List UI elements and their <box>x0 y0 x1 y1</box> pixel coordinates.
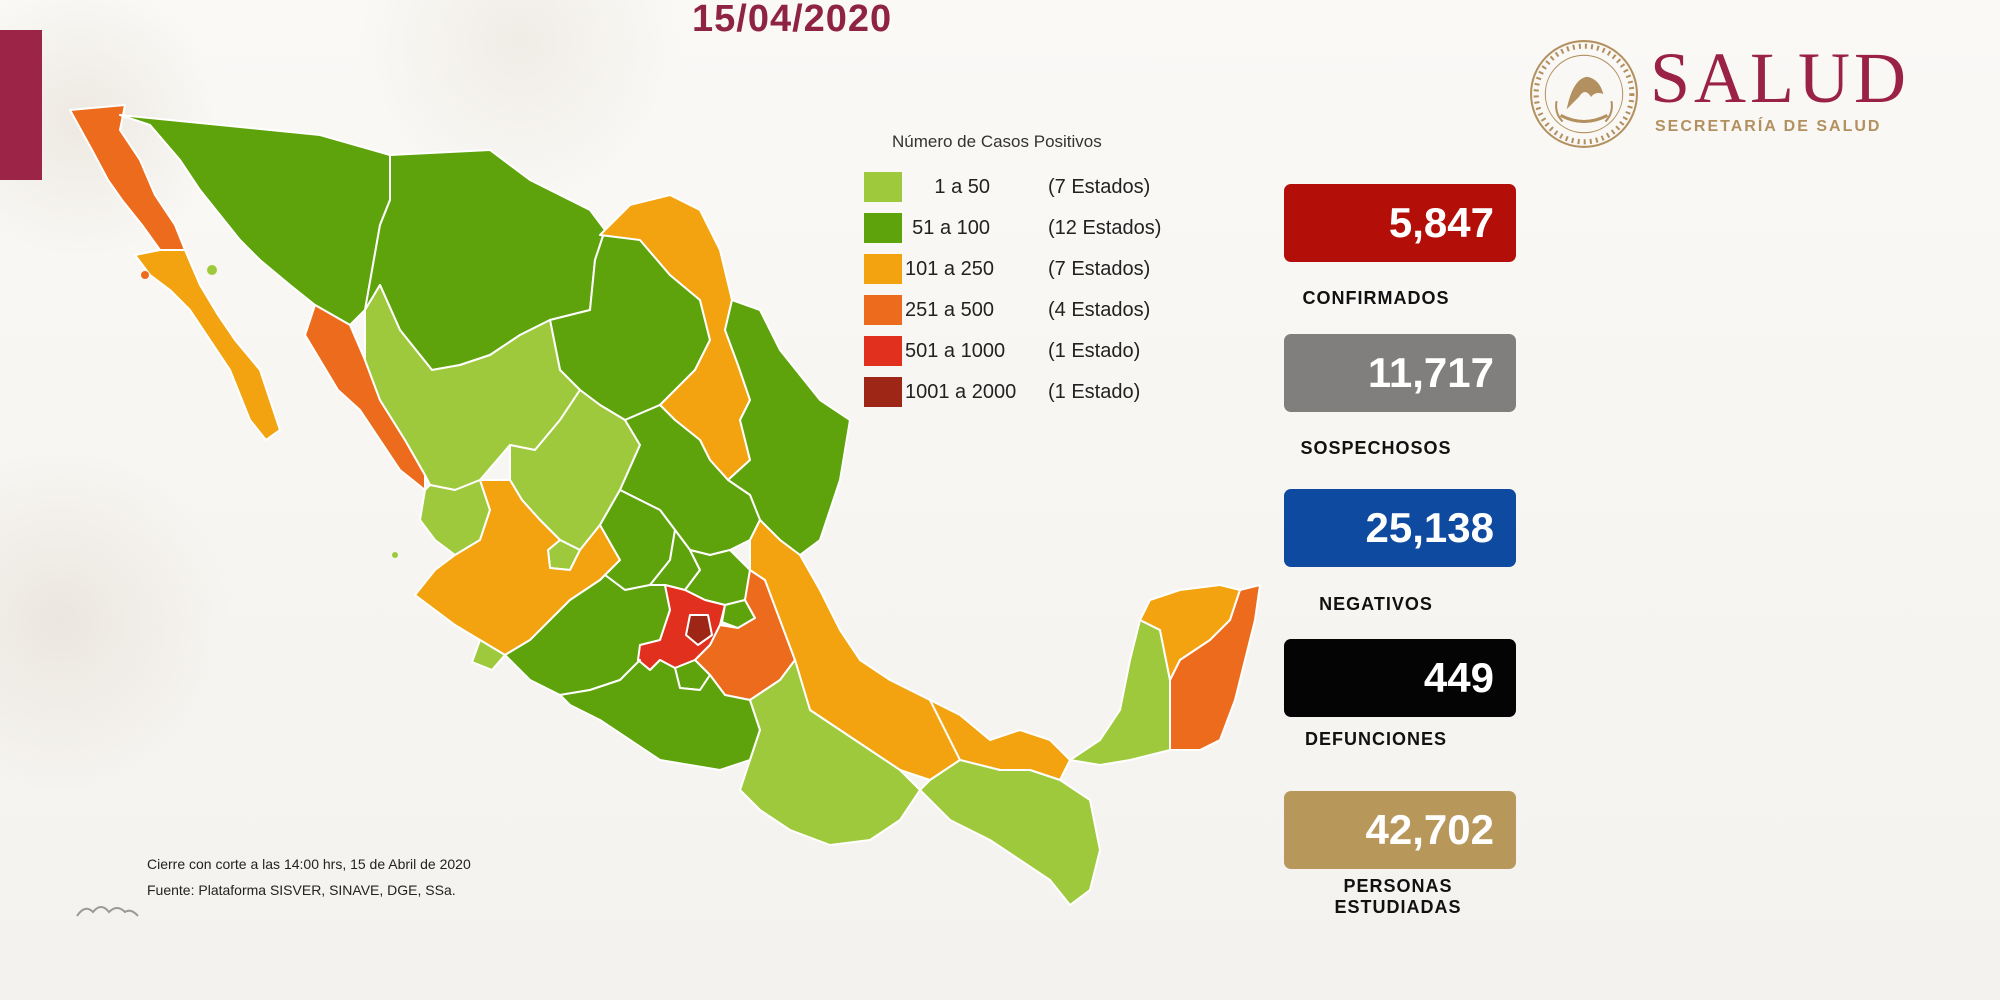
region-chiapas <box>919 759 1101 906</box>
legend-count: (12 Estados) <box>1048 217 1162 239</box>
legend-count: (1 Estado) <box>1048 381 1141 403</box>
legend-row: 51 a 100 (12 Estados) <box>860 213 1180 247</box>
legend-count: (1 Estado) <box>1048 340 1141 362</box>
legend-range: 251 a 500 <box>905 299 994 321</box>
legend-count: (7 Estados) <box>1048 176 1151 198</box>
legend-count: (7 Estados) <box>1048 258 1151 280</box>
legend-swatch <box>864 172 902 202</box>
suspected-label: SOSPECHOSOS <box>1300 438 1452 458</box>
accent-bar <box>0 30 42 180</box>
decorative-mark-icon <box>76 906 139 917</box>
region-oaxaca <box>739 659 921 846</box>
legend-title: Número de Casos Positivos <box>892 132 1102 151</box>
legend-range: 1001 a 2000 <box>905 381 1017 403</box>
salud-logo: SALUD SECRETARÍA DE SALUD <box>1520 36 1940 148</box>
legend-range: 1 a 50 <box>934 176 990 198</box>
eagle-seal-icon <box>1530 40 1638 148</box>
confirmed-label: CONFIRMADOS <box>1302 288 1450 308</box>
legend-range: 51 a 100 <box>912 217 990 239</box>
legend-swatch <box>864 336 902 366</box>
people-studied-label-2: ESTUDIADAS <box>1334 897 1462 917</box>
legend-row: 1001 a 2000 (1 Estado) <box>860 377 1180 411</box>
region-quintana-roo <box>1169 584 1261 751</box>
legend-row: 101 a 250 (7 Estados) <box>860 254 1180 288</box>
people-studied-label: PERSONAS <box>1343 876 1453 896</box>
region-guerrero <box>559 659 761 771</box>
cutoff-note: Cierre con corte a las 14:00 hrs, 15 de … <box>147 856 471 872</box>
negative-count-box: 25,138 <box>1284 489 1516 567</box>
region-campeche <box>1069 619 1171 766</box>
legend-range: 501 a 1000 <box>905 340 1006 362</box>
legend-swatch <box>864 295 902 325</box>
source-note: Fuente: Plataforma SISVER, SINAVE, DGE, … <box>147 882 456 898</box>
legend-row: 1 a 50 (7 Estados) <box>860 172 1180 206</box>
report-date: 15/04/2020 <box>692 0 893 40</box>
people-studied-count-box: 42,702 <box>1284 791 1516 869</box>
logo-wordmark: SALUD <box>1650 38 1911 118</box>
region-colima <box>471 639 506 671</box>
legend-range: 101 a 250 <box>905 258 994 280</box>
logo-subtitle: SECRETARÍA DE SALUD <box>1655 118 1882 135</box>
island-marker <box>392 552 398 558</box>
mexico-map <box>69 104 1261 906</box>
island-marker <box>141 271 149 279</box>
legend-swatch <box>864 254 902 284</box>
island-marker <box>207 265 217 275</box>
region-baja-california-sur <box>134 249 281 441</box>
deaths-label: DEFUNCIONES <box>1304 729 1447 749</box>
confirmed-count-box: 5,847 <box>1284 184 1516 262</box>
legend-swatch <box>864 377 902 407</box>
legend-row: 251 a 500 (4 Estados) <box>860 295 1180 329</box>
region-ciudad-de-mexico <box>685 614 713 646</box>
suspected-count-box: 11,717 <box>1284 334 1516 412</box>
deaths-count-box: 449 <box>1284 639 1516 717</box>
legend-row: 501 a 1000 (1 Estado) <box>860 336 1180 370</box>
legend-swatch <box>864 213 902 243</box>
legend-count: (4 Estados) <box>1048 299 1151 321</box>
negative-label: NEGATIVOS <box>1319 594 1433 614</box>
